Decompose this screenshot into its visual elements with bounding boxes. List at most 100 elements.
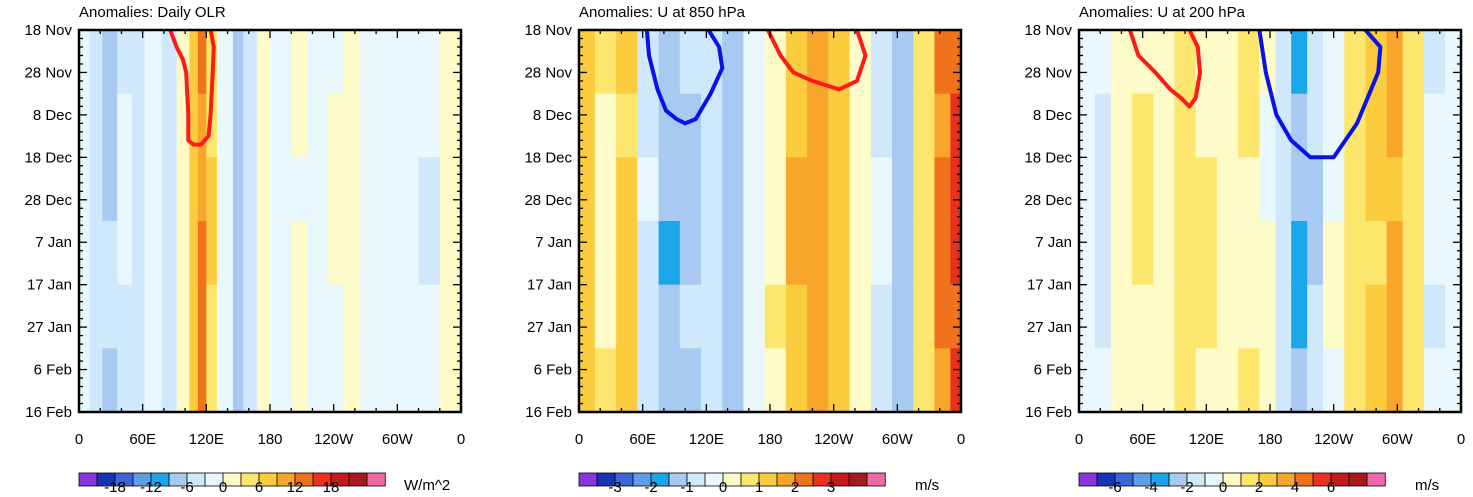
field-cell (1238, 93, 1260, 158)
y-tick-label: 18 Nov (524, 22, 572, 39)
y-tick-label: 28 Dec (24, 192, 72, 209)
field-cell (144, 30, 163, 95)
field-cell (360, 157, 377, 222)
heatmap-field (1079, 30, 1461, 412)
y-tick-label: 8 Dec (33, 107, 73, 124)
x-tick-label: 0 (1075, 431, 1083, 448)
field-cell (117, 284, 133, 349)
field-cell (1238, 284, 1260, 349)
field-cell (701, 221, 723, 286)
colorbar: -6 -4 -2 0 2 4 6 (1078, 472, 1386, 496)
field-cell (807, 157, 829, 222)
y-tick-label: 6 Feb (1034, 362, 1072, 379)
field-cell (291, 157, 308, 222)
y-tick-label: 18 Dec (24, 149, 72, 166)
field-cell (1216, 221, 1239, 286)
field-cell (291, 284, 308, 349)
y-tick-label: 6 Feb (534, 362, 572, 379)
field-cell (701, 93, 723, 158)
colorbar-label: 4 (1291, 479, 1299, 496)
field-cell (243, 348, 258, 412)
field-cell (679, 93, 702, 158)
field-cell (189, 157, 199, 222)
colorbar-swatch (578, 472, 598, 487)
field-cell (1402, 30, 1425, 95)
field-cell (79, 93, 91, 158)
field-cell (176, 157, 190, 222)
field-cell (206, 221, 218, 286)
field-cell (764, 284, 787, 349)
panel-title: Anomalies: U at 200 hPa (1079, 4, 1246, 21)
field-cell (257, 348, 271, 412)
field-cell (1259, 157, 1276, 222)
x-tick-label: 120W (314, 431, 354, 448)
field-cell (376, 157, 398, 222)
field-cell (328, 157, 345, 222)
field-cell (579, 93, 596, 158)
field-cell (216, 93, 234, 158)
field-cell (270, 30, 292, 95)
field-cell (870, 348, 893, 412)
field-cell (616, 348, 638, 412)
field-cell (1445, 348, 1461, 412)
field-cell (1445, 221, 1461, 286)
field-cell (743, 284, 766, 349)
field-cell (849, 157, 872, 222)
field-cell (376, 93, 398, 158)
field-cell (79, 30, 91, 95)
y-axis: 18 Nov 28 Nov 8 Dec 18 Dec 28 Dec 7 Jan 17 Jan… (1024, 22, 1461, 421)
field-cell (1216, 30, 1239, 95)
field-cell (270, 221, 292, 286)
field-cell (1174, 93, 1197, 158)
field-cell (243, 30, 258, 95)
field-cell (176, 348, 190, 412)
contour-lines (168, 30, 216, 147)
field-cell (132, 93, 146, 158)
field-cell (418, 157, 441, 222)
field-cell (132, 157, 146, 222)
field-cell (722, 284, 745, 349)
x-tick-label: 120E (1189, 431, 1224, 448)
field-cell (1323, 221, 1345, 286)
field-cell (102, 157, 118, 222)
field-cell (1365, 348, 1388, 412)
field-cell (360, 221, 377, 286)
field-cell (232, 30, 245, 95)
field-cell (637, 284, 660, 349)
field-cell (658, 30, 681, 95)
field-cell (1195, 30, 1218, 95)
field-cell (132, 30, 146, 95)
field-cell (1386, 348, 1404, 412)
field-cell (1153, 93, 1176, 158)
field-cell (206, 157, 218, 222)
x-tick-label: 0 (575, 431, 583, 448)
colorbar-label: -2 (644, 479, 657, 496)
field-cell (257, 93, 271, 158)
field-cell (1307, 221, 1324, 286)
field-cell (1110, 221, 1133, 286)
x-tick-label: 120W (814, 431, 854, 448)
x-tick-label: 60E (129, 431, 156, 448)
field-cell (1323, 284, 1345, 349)
field-cell (1094, 30, 1112, 95)
field-cell (189, 284, 199, 349)
field-cell (89, 348, 103, 412)
field-cell (1386, 157, 1404, 222)
field-cell (579, 348, 596, 412)
y-tick-label: 6 Feb (34, 362, 72, 379)
field-cell (418, 93, 441, 158)
contour-line (644, 30, 725, 126)
x-axis: 0 60E 120E 180 120W 60W 0 (1075, 30, 1465, 448)
field-cell (102, 348, 118, 412)
field-cell (679, 284, 702, 349)
field-cell (828, 93, 851, 158)
field-cell (1307, 93, 1324, 158)
field-cell (785, 93, 808, 158)
field-cell (594, 93, 617, 158)
field-cell (161, 348, 178, 412)
field-cell (1275, 157, 1292, 222)
field-cell (913, 221, 936, 286)
colorbar-label: 1 (755, 479, 763, 496)
field-cell (1307, 348, 1324, 412)
field-cell (117, 348, 133, 412)
